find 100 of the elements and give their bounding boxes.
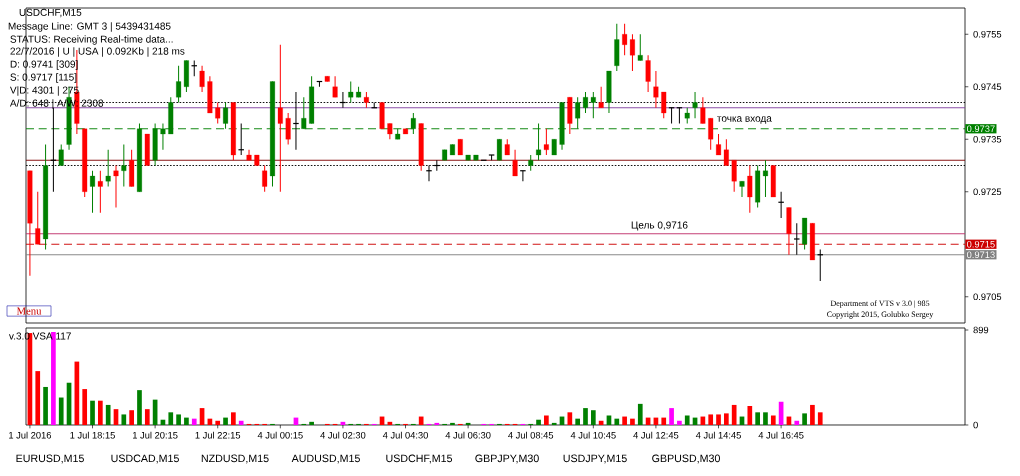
bar [129,410,134,425]
bar [238,420,244,425]
bar [82,389,88,425]
y-tick-label: 0.9705 [973,293,1002,301]
bar [105,404,111,425]
bar [144,409,150,425]
bar [215,420,221,425]
x-tick-label: 4 Jul 06:30 [445,431,491,439]
text: USDJPY,M15 [563,454,627,464]
candlestick [199,65,205,93]
candlestick [215,102,221,124]
candlestick [739,180,745,198]
text: GBPJPY,M30 [475,454,539,464]
candlestick [332,75,338,98]
text: AUDUSD,M15 [291,454,360,464]
chart-title: USDCHF,M15 [19,8,82,18]
candlestick [285,112,291,145]
bar [747,405,753,425]
text: USDCAD,M15 [111,454,179,464]
candlestick [543,128,549,156]
bar [98,400,103,425]
candlestick [583,91,588,114]
bar [176,414,181,425]
text: NZDUSD,M15 [201,454,269,464]
bar [802,413,807,425]
annotation: точка входа [717,116,772,124]
y-tick-label: 0.9735 [973,135,1002,143]
x-tick-label: 4 Jul 04:30 [382,431,428,439]
bar [669,408,674,425]
candlestick [731,159,737,193]
bar [614,418,620,425]
bar [43,386,48,425]
bar [309,421,314,425]
annotation: Цель 0,9716 [631,221,688,231]
x-tick-label: 1 Jul 20:15 [133,431,178,439]
candlestick [708,117,714,151]
candlestick [661,91,667,119]
bar [231,412,236,425]
ref-line-label: 0.9713 [966,251,995,259]
candlestick [512,149,518,177]
bar [58,397,64,425]
text: EURUSD,M15 [16,454,84,464]
annotation: Menu [16,307,42,315]
annotation: Copyright 2015, Golubko Sergey [827,311,934,319]
candlestick [58,144,64,166]
candlestick [645,54,651,93]
bar [724,413,729,425]
bar [450,422,455,425]
x-tick-label: 4 Jul 00:15 [257,431,303,439]
candlestick [496,138,502,161]
candlestick [90,170,96,214]
annotation: 22/7/2016 | U | USA | 0.092Kb | 218 ms [10,47,185,57]
bar [763,412,768,425]
text: USDCHF,M15 [386,454,453,464]
x-tick-label: 4 Jul 08:45 [508,431,554,439]
candlestick [113,165,119,208]
candlestick [35,191,41,245]
bar [137,390,142,425]
bar [637,403,643,425]
bar [661,417,667,425]
text: GBPUSD,M30 [652,454,720,464]
bar [731,404,737,425]
candlestick [121,144,127,187]
bar [755,412,760,425]
candlestick [692,91,698,119]
candlestick [105,149,111,187]
ref-line-label: 0.9737 [966,125,995,133]
y-tick-label: 0.9725 [973,188,1002,196]
annotation: Message Line: GMT 3 | 5439431485 [8,22,171,32]
y-tick-label: 0.9745 [973,83,1002,91]
x-tick-label: 4 Jul 02:30 [320,431,366,439]
bar [677,420,682,425]
bar [223,417,228,425]
bar [575,418,581,425]
candlestick [747,165,753,214]
bar [770,415,776,425]
y-tick-label: 0 [973,421,978,429]
bar [794,420,800,425]
candlestick [262,165,268,193]
bar [684,415,690,425]
y-tick-label: 0.9755 [973,30,1002,38]
bar [583,408,588,425]
candlestick [277,44,283,193]
y-tick-label: 899 [973,326,989,334]
candlestick [793,222,801,256]
bar [544,415,549,425]
annotation: STATUS: Receiving Real-time data... [10,35,173,45]
bar [622,416,627,425]
annotation: Department of VTS v 3.0 | 985 [830,300,930,308]
bar [708,414,714,425]
bar [817,412,823,425]
bar [590,410,596,425]
bar [191,418,197,425]
bar [35,371,41,425]
candlestick [590,91,596,119]
x-tick-label: 4 Jul 10:45 [570,431,616,439]
candlestick [700,96,706,124]
bar [551,422,557,425]
x-tick-label: 4 Jul 12:45 [633,431,679,439]
bar [90,400,95,425]
